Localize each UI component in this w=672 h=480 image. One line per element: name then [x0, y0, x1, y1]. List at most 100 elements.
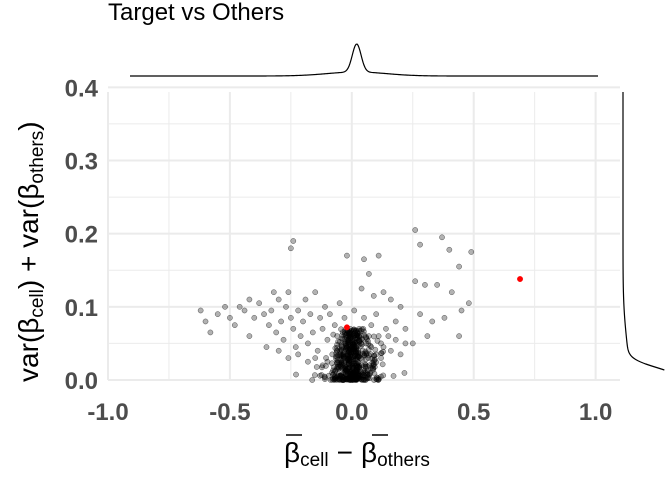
data-point — [434, 282, 440, 288]
data-point — [370, 358, 377, 365]
x-label-symbol-2: β — [361, 437, 377, 468]
data-point — [402, 325, 409, 332]
data-point — [363, 340, 369, 347]
data-point — [354, 361, 360, 368]
data-point — [368, 344, 375, 350]
data-point — [339, 332, 346, 338]
target-point — [343, 324, 350, 331]
data-point — [364, 363, 371, 370]
data-point — [290, 325, 297, 332]
data-point — [288, 314, 294, 321]
data-point — [356, 353, 362, 360]
data-points — [197, 227, 524, 383]
data-point — [355, 348, 362, 354]
data-point — [424, 333, 431, 339]
data-point — [390, 373, 397, 379]
x-axis-label: βcell − βothers — [284, 434, 430, 471]
data-point — [256, 300, 263, 307]
target-point — [516, 275, 524, 283]
data-point — [380, 344, 387, 350]
data-point — [300, 318, 306, 325]
data-point — [353, 344, 360, 351]
data-point — [371, 333, 377, 340]
data-point — [345, 368, 352, 375]
data-point — [331, 322, 338, 328]
data-point — [412, 278, 419, 285]
data-point — [375, 252, 382, 259]
data-point — [361, 256, 367, 263]
x-tick-label: 0.0 — [335, 399, 368, 426]
y-label-symbol-2: β — [13, 184, 44, 200]
data-point — [385, 333, 392, 339]
x-tick-label: -0.5 — [209, 399, 250, 426]
data-point — [342, 340, 348, 347]
data-point — [309, 377, 316, 383]
data-point — [379, 361, 386, 368]
data-point — [336, 300, 343, 307]
data-point — [354, 333, 361, 340]
data-point — [356, 325, 362, 332]
data-point — [251, 314, 258, 321]
data-point — [370, 293, 377, 299]
data-point — [329, 351, 336, 358]
tick-labels: -1.0 -0.5 0.0 0.5 1.0 0.0 0.1 0.2 0.3 0.4 — [65, 75, 613, 426]
data-point — [309, 329, 316, 336]
data-point — [346, 329, 353, 336]
svg-text:βcell−βothers: βcell − βothers — [284, 437, 430, 471]
x-tick-label: 0.5 — [457, 399, 490, 426]
marginal-x-density — [130, 43, 598, 77]
data-point — [372, 346, 379, 353]
data-point — [351, 307, 358, 314]
data-point — [352, 329, 359, 335]
data-point — [353, 369, 359, 376]
data-point — [338, 357, 344, 364]
x-label-minus: − — [337, 437, 353, 468]
data-point — [397, 351, 404, 358]
data-point — [334, 347, 341, 354]
data-point — [319, 362, 326, 369]
data-point — [344, 252, 350, 259]
data-point — [429, 318, 436, 325]
data-point — [339, 344, 345, 350]
y-tick-label: 0.2 — [65, 222, 98, 249]
data-point — [222, 303, 228, 310]
data-point — [317, 314, 323, 321]
data-point — [241, 307, 248, 314]
data-point — [456, 263, 462, 270]
data-point — [392, 318, 399, 325]
y-tick-label: 0.0 — [65, 368, 98, 395]
data-point — [370, 366, 376, 373]
data-point — [324, 336, 331, 343]
data-point — [263, 344, 270, 350]
data-point — [334, 333, 341, 339]
data-point — [468, 249, 475, 255]
data-point — [283, 303, 289, 310]
data-point — [380, 348, 386, 355]
y-label-prefix: var( — [13, 333, 44, 382]
data-point — [246, 333, 253, 339]
data-point — [288, 245, 294, 252]
data-point — [318, 372, 325, 378]
x-tick-label: 1.0 — [579, 399, 612, 426]
data-point — [236, 303, 243, 310]
data-point — [305, 358, 311, 365]
data-point — [202, 318, 209, 325]
data-point — [348, 340, 355, 347]
data-point — [227, 314, 233, 321]
data-point — [345, 361, 352, 368]
data-point — [290, 238, 297, 244]
data-point — [324, 358, 331, 365]
data-point — [378, 355, 384, 361]
data-point — [344, 355, 350, 361]
data-point — [197, 307, 204, 314]
data-point — [305, 340, 311, 347]
data-point — [331, 370, 337, 377]
data-point — [392, 336, 399, 343]
data-point — [412, 227, 419, 233]
data-point — [293, 371, 299, 378]
data-point — [335, 376, 342, 382]
data-point — [214, 311, 221, 317]
data-point — [302, 296, 309, 303]
data-point — [285, 355, 292, 361]
